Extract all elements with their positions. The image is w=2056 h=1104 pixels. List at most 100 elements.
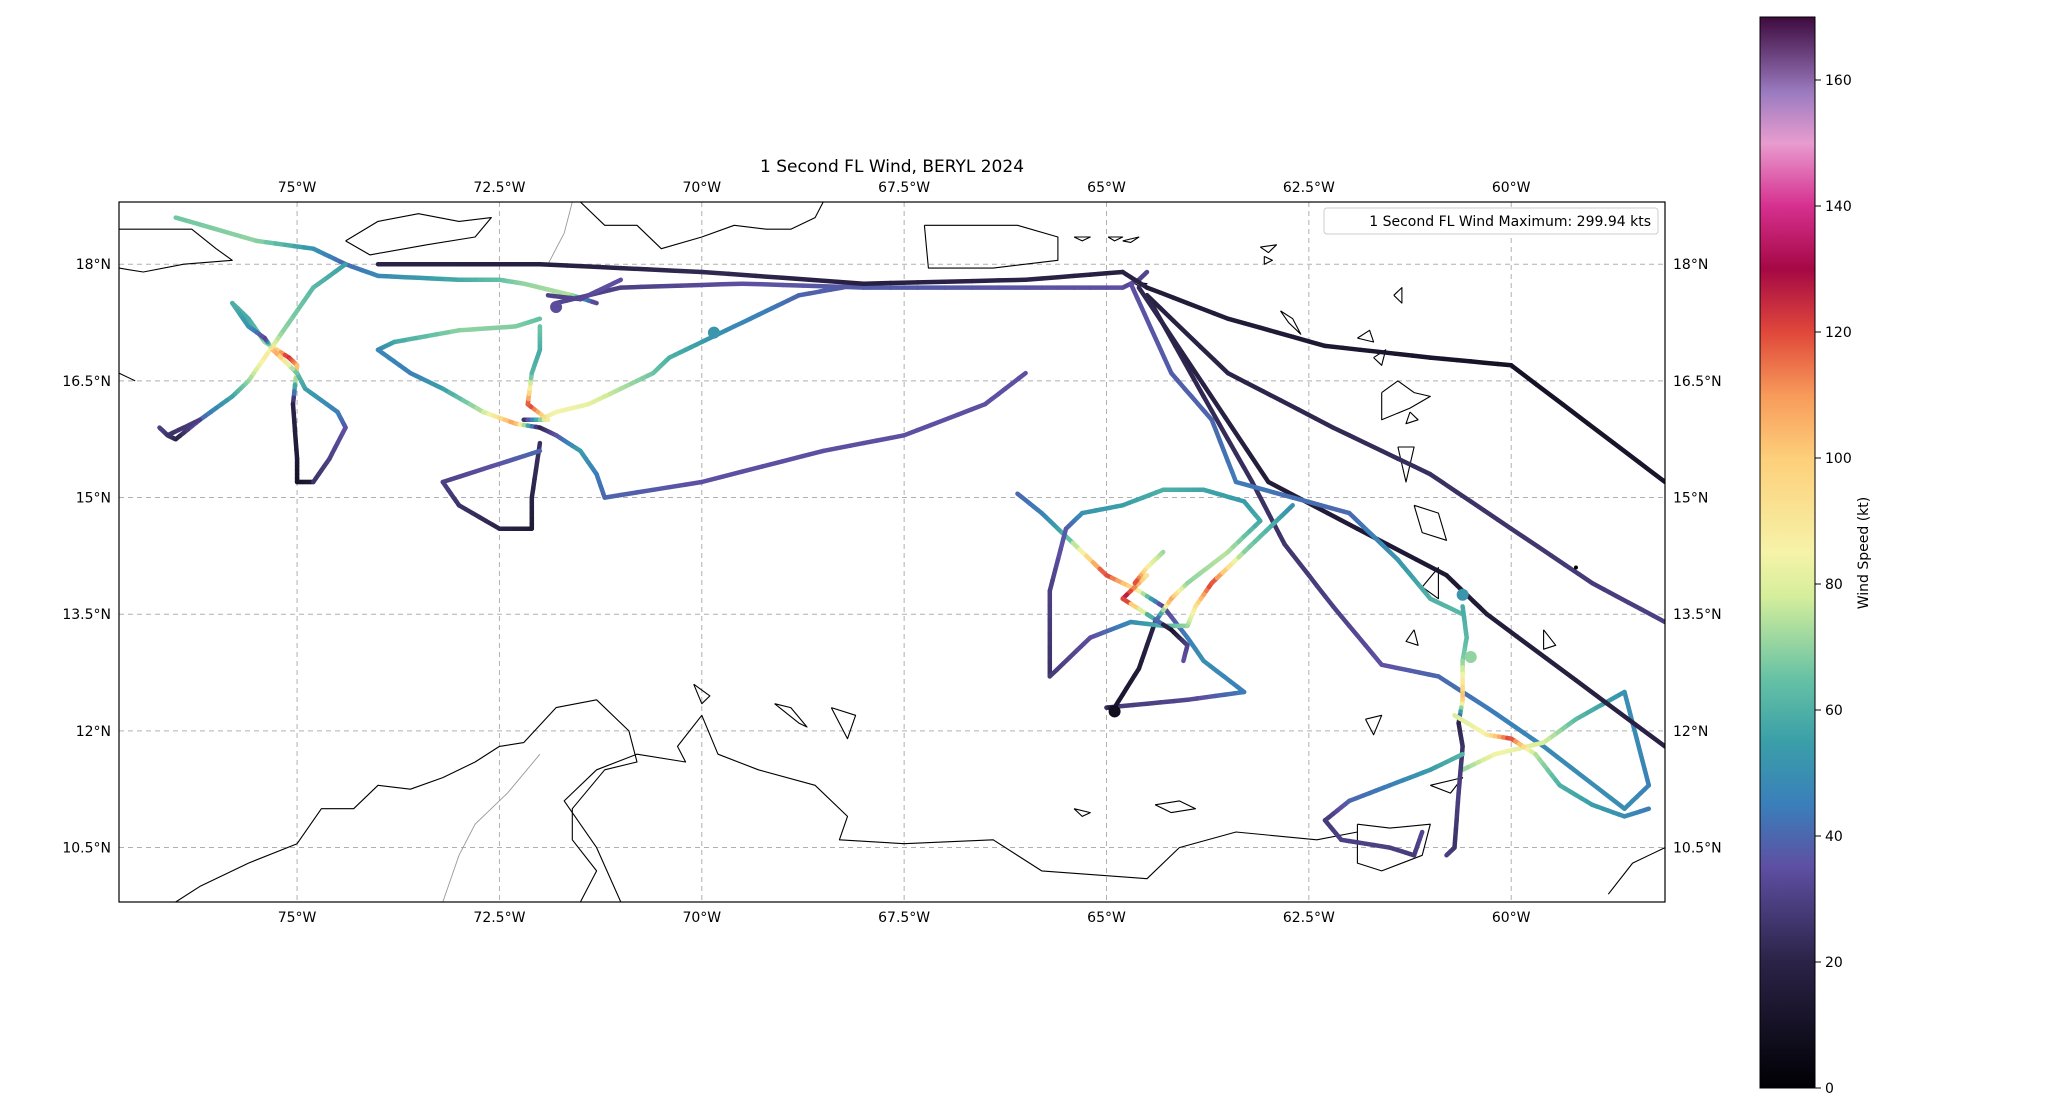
coastline [774, 703, 808, 728]
track-segment [719, 469, 745, 480]
legend-text: 1 Second FL Wind Maximum: 299.94 kts [1369, 214, 1651, 230]
track-segment [996, 277, 1028, 283]
y-tick-label-right: 10.5°N [1673, 841, 1722, 857]
track-segment [1158, 306, 1177, 324]
coastline [1607, 847, 1665, 895]
flight-track [1136, 285, 1665, 749]
track-segment [1441, 481, 1460, 495]
y-tick-label-right: 16.5°N [1673, 374, 1722, 390]
colorbar-tick-label: 20 [1825, 955, 1843, 971]
track-segment [1642, 767, 1652, 788]
track-segment [1171, 319, 1190, 337]
track-segment [1633, 722, 1665, 749]
track-segment [847, 440, 866, 448]
track-segment [389, 274, 408, 280]
track-segment [1143, 269, 1150, 276]
track-segment [1410, 353, 1433, 360]
track-segment [186, 219, 205, 228]
track-segment [1136, 285, 1163, 323]
coastline [1430, 777, 1464, 794]
y-tick-label-left: 18°N [76, 257, 111, 273]
track-segment [1634, 736, 1643, 757]
track-segment [1392, 351, 1415, 358]
track-segment [1179, 350, 1206, 388]
track-segment [1233, 479, 1258, 490]
track-segment [213, 226, 232, 236]
track-segment [1171, 697, 1190, 704]
track-marker [1573, 565, 1578, 570]
map-panel: 75°W 75°W 72.5°W 72.5°W 70°W 70°W 67.5°W 67.5°W… [62, 180, 1721, 926]
track-segment [699, 282, 725, 288]
track-segment [1039, 274, 1061, 281]
colorbar-tick-label: 100 [1825, 451, 1852, 467]
coastline [1107, 236, 1124, 242]
track-segment [1411, 464, 1433, 477]
flight-track [1047, 487, 1263, 710]
colorbar-tick-label: 0 [1825, 1081, 1834, 1097]
track-segment [1144, 700, 1163, 706]
track-segment [820, 446, 839, 454]
track-segment [618, 284, 644, 290]
track-segment [618, 265, 651, 272]
track-segment [1495, 361, 1514, 368]
flight-track [545, 277, 624, 302]
track-segment [1132, 578, 1140, 586]
track-segment [1363, 440, 1384, 454]
flight-track [1120, 573, 1190, 664]
track-segment [1233, 451, 1247, 470]
track-segment [1544, 656, 1579, 683]
track-segment [726, 271, 758, 279]
colorbar-scale [1759, 16, 1816, 1089]
track-segment [1271, 490, 1295, 500]
track-segment [591, 264, 624, 271]
coastline [563, 714, 1358, 902]
track-segment [1534, 382, 1565, 407]
track-segment [915, 279, 947, 285]
coastline [119, 228, 233, 273]
track-segment [1252, 484, 1277, 495]
track-segment [861, 280, 893, 286]
track-segment [1508, 526, 1527, 540]
track-segment [157, 425, 164, 432]
track-segment [1468, 359, 1487, 365]
track-segment [1222, 414, 1250, 452]
coastline [1280, 310, 1302, 335]
flight-track [440, 440, 543, 531]
x-tick-label-top: 62.5°W [1283, 180, 1335, 196]
track-segment [1212, 357, 1231, 376]
x-tick-label-bottom: 65°W [1087, 910, 1126, 926]
track-segment [1444, 851, 1451, 858]
coastline [345, 213, 492, 256]
track-segment [1290, 495, 1314, 505]
track-segment [1185, 331, 1204, 350]
track-segment [1182, 360, 1197, 382]
track-segment [1171, 295, 1190, 306]
track-segment [1055, 273, 1077, 280]
track-segment [760, 459, 785, 469]
track-segment [1244, 447, 1271, 485]
track-segment [1549, 553, 1568, 568]
track-segment [1313, 416, 1336, 430]
track-segment [1016, 370, 1028, 381]
coastline [1073, 808, 1091, 817]
x-tick-label-top: 65°W [1087, 180, 1126, 196]
track-segment [780, 453, 806, 464]
track-segment [659, 283, 684, 289]
x-tick-label-bottom: 75°W [278, 910, 317, 926]
track-segment [679, 282, 705, 288]
track-segment [1347, 433, 1368, 446]
track-segment [1522, 535, 1541, 550]
track-segment [1274, 330, 1295, 340]
track-segment [1484, 611, 1519, 639]
track-segment [1198, 306, 1217, 316]
track-segment [1325, 510, 1360, 531]
track-segment [861, 438, 880, 446]
track-segment [165, 430, 176, 438]
track-marker [1456, 588, 1469, 601]
x-tick-label-bottom: 60°W [1492, 910, 1531, 926]
track-segment [1622, 689, 1631, 710]
track-segment [1330, 425, 1352, 438]
track-segment [537, 261, 570, 268]
track-segment [1611, 440, 1642, 465]
